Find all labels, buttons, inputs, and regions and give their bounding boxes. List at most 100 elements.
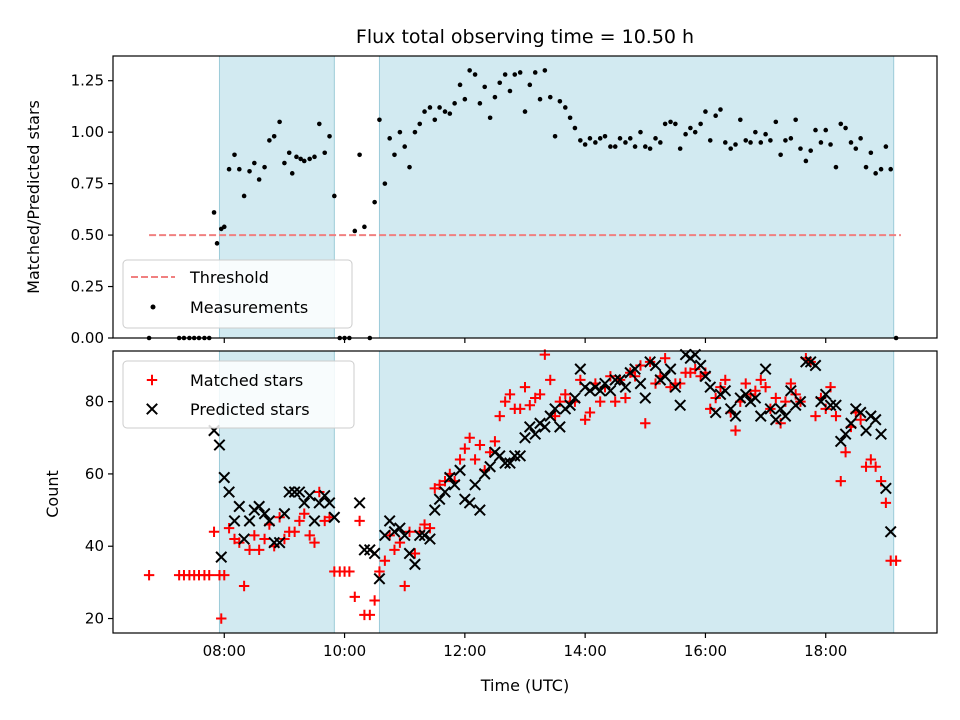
measurement-point <box>572 125 578 131</box>
matched-stars-point <box>514 403 526 415</box>
measurement-point <box>813 127 818 133</box>
predicted-stars-point <box>238 533 251 545</box>
measurement-point <box>763 131 768 137</box>
legend: Matched stars Predicted stars <box>122 360 355 429</box>
matched-stars-point <box>349 591 360 603</box>
x-tick-label: 08:00 <box>203 642 246 660</box>
predicted-stars-point <box>529 428 542 441</box>
matched-stars-point <box>419 519 430 530</box>
predicted-stars-point <box>809 359 822 372</box>
predicted-stars-point <box>223 486 235 498</box>
measurement-point <box>828 142 833 147</box>
predicted-stars-point <box>834 435 847 448</box>
measurement-point <box>562 105 568 110</box>
matched-stars-point <box>870 461 881 472</box>
predicted-stars-point <box>784 384 797 397</box>
matched-stars-point <box>238 580 250 592</box>
measurement-point <box>221 224 227 230</box>
y-tick-label: 20 <box>85 610 104 628</box>
chart-title: Flux total observing time = 10.50 h <box>356 26 694 48</box>
measurement-point <box>803 158 809 164</box>
predicted-stars-point <box>845 417 857 430</box>
predicted-stars-point <box>398 529 411 542</box>
measurement-point <box>888 166 893 172</box>
matched-stars-point <box>659 353 671 364</box>
measurement-point <box>587 136 593 141</box>
predicted-stars-point <box>353 496 366 509</box>
predicted-stars-point <box>614 374 626 386</box>
measurement-point <box>289 171 295 176</box>
matched-stars-point <box>770 392 782 404</box>
measurement-point <box>788 136 794 141</box>
measurement-point <box>362 224 367 230</box>
predicted-stars-point <box>875 428 887 441</box>
measurement-point <box>677 146 683 151</box>
legend-measurements-swatch <box>150 304 156 310</box>
measurement-point <box>612 144 618 149</box>
matched-stars-point <box>219 569 230 581</box>
matched-stars-point <box>223 522 235 534</box>
measurement-point <box>713 113 718 118</box>
predicted-stars-point <box>664 363 677 375</box>
matched-stars-point <box>835 475 846 487</box>
predicted-stars-point <box>549 402 561 415</box>
predicted-stars-point <box>253 500 266 513</box>
y-tick-label: 80 <box>85 393 104 411</box>
matched-stars-point <box>143 569 155 581</box>
matched-stars-point <box>730 425 741 436</box>
measurement-point <box>322 150 328 156</box>
predicted-stars-point <box>484 460 497 473</box>
predicted-stars-point <box>439 486 451 498</box>
measurement-point <box>728 146 733 151</box>
measurement-point <box>617 136 623 141</box>
measurement-point <box>602 133 608 139</box>
measurement-point <box>432 117 438 123</box>
measurement-point <box>552 133 558 139</box>
predicted-stars-point <box>830 399 842 412</box>
predicted-stars-point <box>388 525 401 538</box>
predicted-stars-point <box>413 529 426 542</box>
matched-stars-point <box>720 374 731 386</box>
measurement-point <box>793 117 798 123</box>
matched-stars-point <box>750 385 761 396</box>
predicted-stars-point <box>218 471 231 484</box>
measurement-point <box>703 109 708 114</box>
predicted-stars-point <box>669 381 682 394</box>
measurement-point <box>773 119 779 125</box>
measurement-point <box>472 72 478 77</box>
measurement-point <box>743 138 749 143</box>
measurement-point <box>838 121 844 127</box>
measurement-point <box>722 140 728 145</box>
y-tick-label: 0.75 <box>71 175 104 193</box>
legend: Threshold Measurements <box>122 259 353 329</box>
top-y-axis-label: Matched/Predicted stars <box>24 100 43 294</box>
y-tick-label: 1.00 <box>71 123 104 141</box>
predicted-stars-point <box>499 457 512 469</box>
predicted-stars-point <box>629 363 641 375</box>
measurement-point <box>863 164 869 170</box>
measurement-point <box>532 70 538 75</box>
predicted-stars-point <box>523 421 536 433</box>
predicted-stars-point <box>213 439 226 451</box>
measurement-point <box>578 138 583 143</box>
measurement-point <box>718 107 723 112</box>
matched-stars-point <box>399 580 410 592</box>
measurement-point <box>818 140 824 145</box>
predicted-stars-point <box>564 399 577 412</box>
matched-stars-point <box>354 515 365 527</box>
predicted-stars-point <box>839 428 852 441</box>
measurement-point <box>517 70 523 75</box>
measurement-point <box>211 210 217 215</box>
matched-stars-point <box>545 374 556 386</box>
matched-stars-point <box>755 374 766 386</box>
predicted-stars-point <box>729 410 742 422</box>
predicted-stars-point <box>754 410 767 422</box>
measurement-point <box>658 140 663 145</box>
measurement-point <box>673 121 678 127</box>
measurement-point <box>878 166 884 172</box>
matched-stars-point <box>459 443 471 454</box>
x-tick-label: 16:00 <box>684 642 727 660</box>
predicted-stars-point <box>724 402 737 415</box>
measurement-point <box>252 160 257 166</box>
measurement-point <box>593 140 598 145</box>
